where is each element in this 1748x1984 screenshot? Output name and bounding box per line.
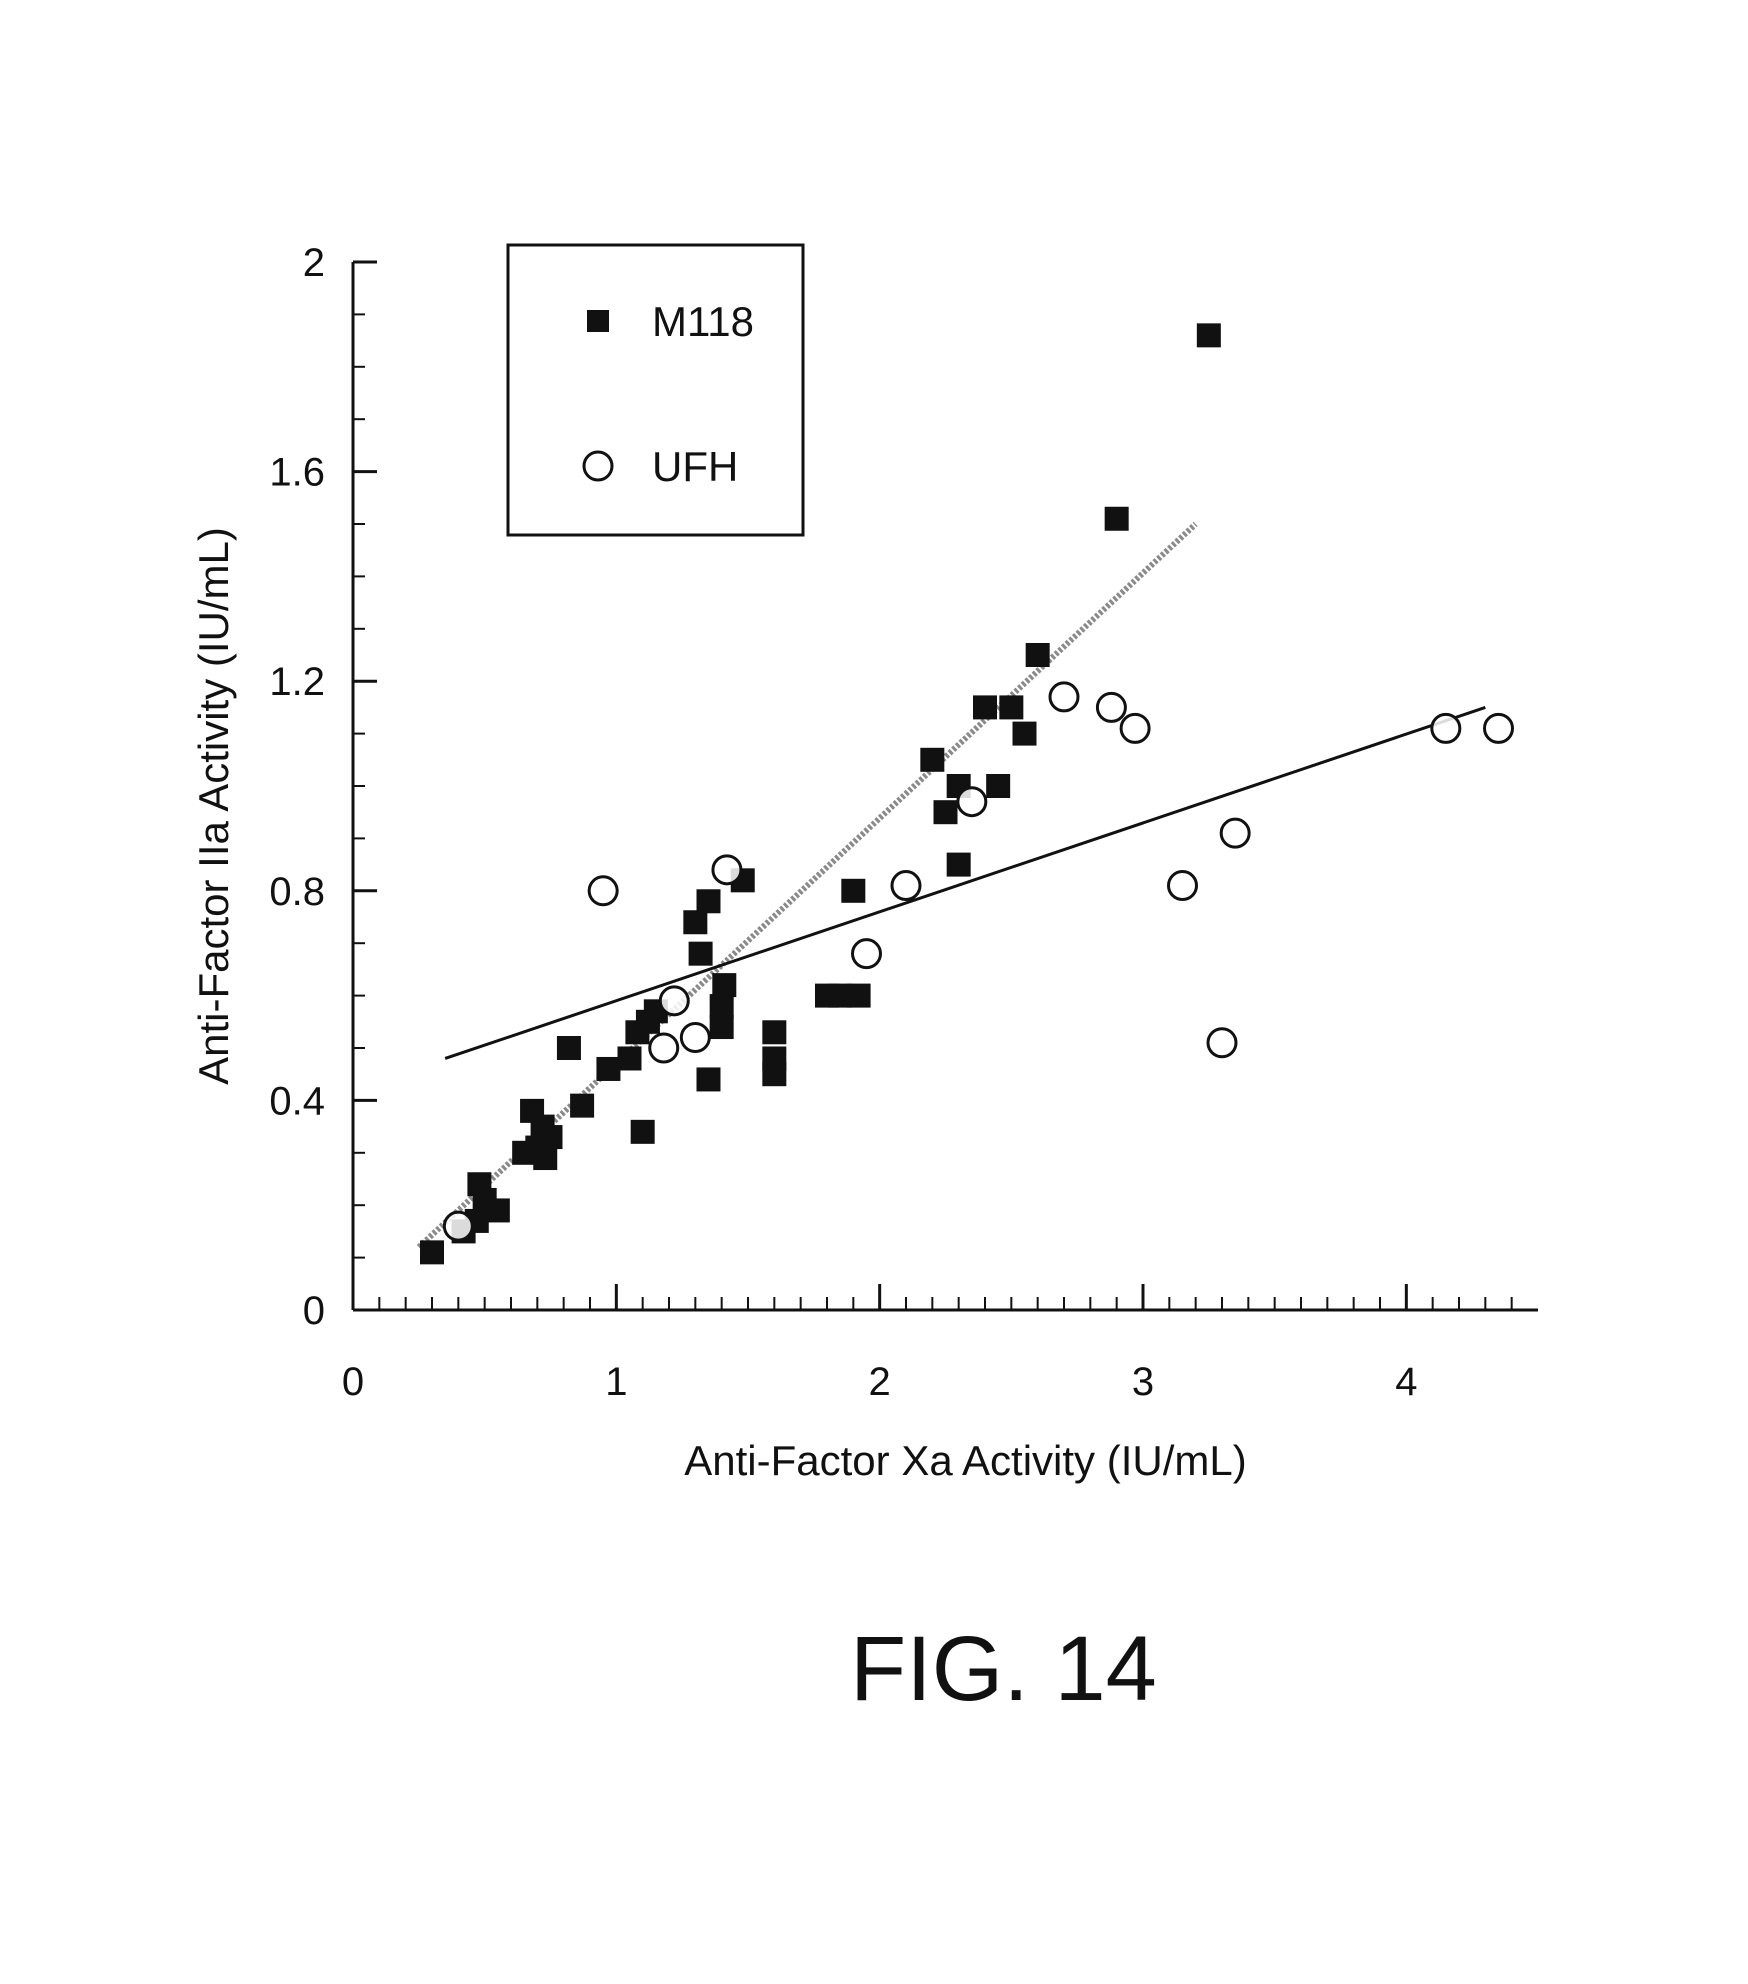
legend-label-m118: M118 <box>652 298 754 345</box>
m118-point <box>683 910 707 934</box>
m118-point <box>999 695 1023 719</box>
m118-point <box>710 1015 734 1039</box>
m118-point <box>920 748 944 772</box>
m118-point <box>934 800 958 824</box>
m118-point <box>762 1046 786 1070</box>
y-tick-label: 2 <box>303 241 325 285</box>
m118-point <box>420 1240 444 1264</box>
m118-point <box>596 1057 620 1081</box>
y-tick-label: 1.2 <box>269 660 325 704</box>
x-axis-title: Anti-Factor Xa Activity (IU/mL) <box>684 1437 1246 1484</box>
m118-point <box>1013 722 1037 746</box>
y-axis-title: Anti-Factor IIa Activity (IU/mL) <box>190 527 237 1085</box>
x-tick-label: 2 <box>869 1360 891 1404</box>
ufh-point <box>681 1024 709 1052</box>
legend-box <box>508 245 803 535</box>
x-tick-label: 4 <box>1395 1360 1417 1404</box>
m118-point <box>847 984 871 1008</box>
x-tick-label: 3 <box>1132 1360 1154 1404</box>
m118-point <box>486 1198 510 1222</box>
ufh-point <box>660 987 688 1015</box>
plot-area: 0 0.4 0.8 1.2 1.6 2 0 1 2 3 4 <box>269 241 1538 1404</box>
m118-point <box>539 1125 563 1149</box>
y-tick-label: 0.8 <box>269 870 325 914</box>
m118-point <box>1026 643 1050 667</box>
m118-point <box>533 1146 557 1170</box>
ufh-point <box>892 872 920 900</box>
ufh-point <box>589 877 617 905</box>
m118-point <box>710 994 734 1018</box>
m118-point <box>973 695 997 719</box>
ufh-point <box>713 856 741 884</box>
m118-point <box>689 942 713 966</box>
ufh-point <box>650 1034 678 1062</box>
m118-point <box>841 879 865 903</box>
m118-point <box>631 1120 655 1144</box>
m118-point <box>947 853 971 877</box>
x-tick-label: 1 <box>605 1360 627 1404</box>
legend-marker-square <box>587 310 609 332</box>
m118-point <box>1105 507 1129 531</box>
m118-point <box>762 1020 786 1044</box>
m118-point <box>697 1067 721 1091</box>
ufh-point <box>853 940 881 968</box>
ufh-point <box>1485 714 1513 742</box>
ufh-point <box>1050 683 1078 711</box>
y-tick-label: 0 <box>303 1289 325 1333</box>
ufh-point <box>1208 1029 1236 1057</box>
regression-lines <box>419 524 1486 1247</box>
m118-point <box>618 1046 642 1070</box>
ufh-point <box>1121 714 1149 742</box>
legend-marker-circle <box>584 452 612 480</box>
ufh-point <box>958 788 986 816</box>
m118-point <box>986 774 1010 798</box>
ufh-point <box>1221 819 1249 847</box>
legend-label-ufh: UFH <box>652 443 738 490</box>
m118-point <box>570 1094 594 1118</box>
y-tick-label: 1.6 <box>269 451 325 495</box>
ufh-point <box>1097 693 1125 721</box>
ufh-point <box>444 1212 472 1240</box>
legend: M118 UFH <box>508 245 803 535</box>
m118-point <box>557 1036 581 1060</box>
m118-point <box>1197 323 1221 347</box>
x-tick-label: 0 <box>342 1360 364 1404</box>
figure-caption: FIG. 14 <box>850 1618 1157 1720</box>
y-tick-label: 0.4 <box>269 1079 325 1123</box>
ufh-point <box>1169 872 1197 900</box>
m118-point <box>712 973 736 997</box>
m118-point <box>697 889 721 913</box>
ufh-point <box>1432 714 1460 742</box>
